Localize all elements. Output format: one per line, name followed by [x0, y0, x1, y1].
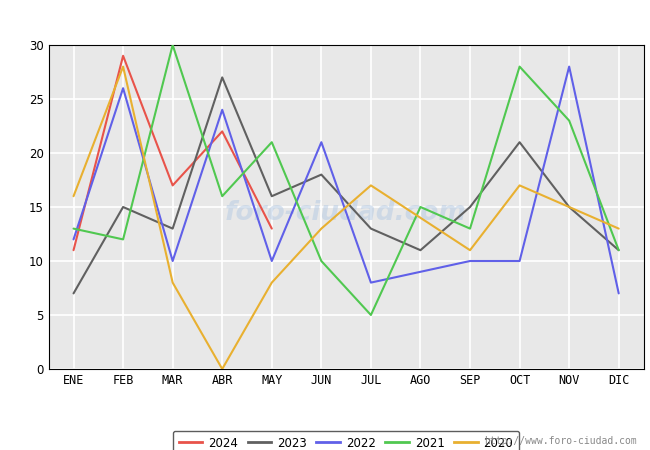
Legend: 2024, 2023, 2022, 2021, 2020: 2024, 2023, 2022, 2021, 2020: [173, 431, 519, 450]
Text: Matriculaciones de Vehículos en Padul: Matriculaciones de Vehículos en Padul: [140, 7, 510, 25]
Text: foro-ciudad.com: foro-ciudad.com: [225, 201, 467, 226]
Text: http://www.foro-ciudad.com: http://www.foro-ciudad.com: [484, 436, 637, 446]
